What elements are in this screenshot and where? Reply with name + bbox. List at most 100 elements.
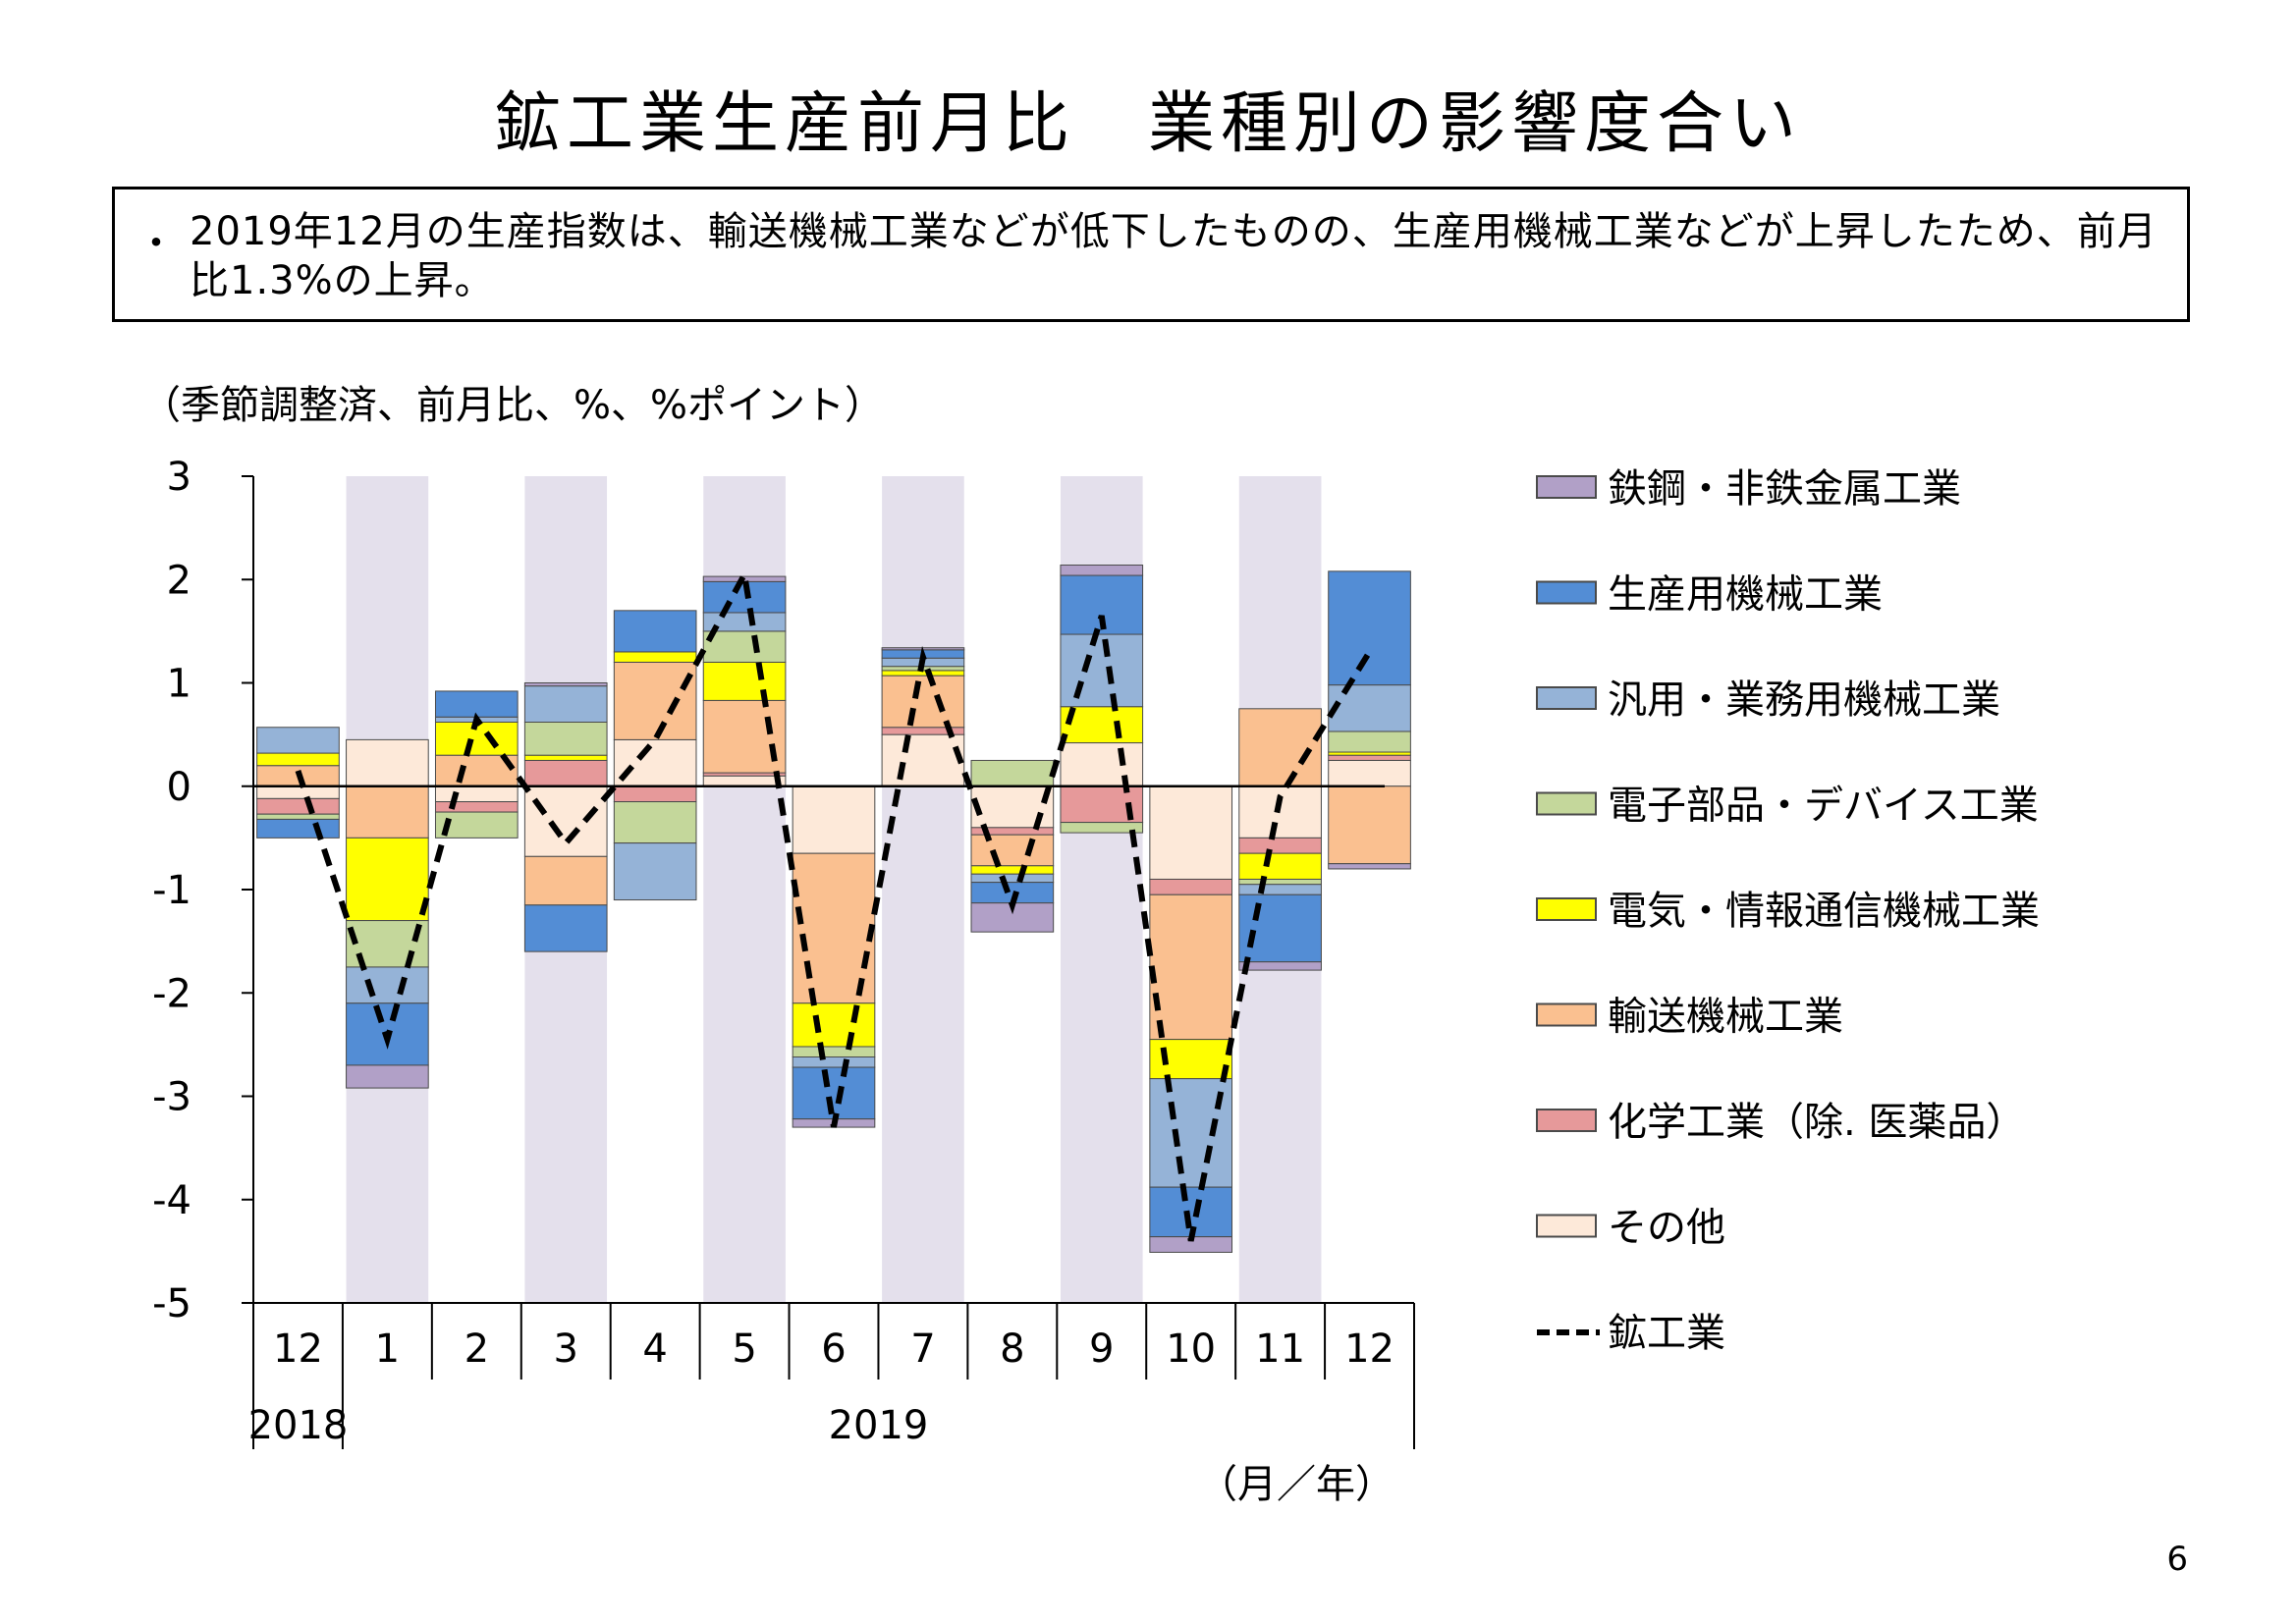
bar-segment [346,1064,429,1089]
bar-segment [1328,785,1411,865]
legend-swatch [1536,475,1597,499]
bar-segment [523,682,608,687]
x-unit-note: （月／年） [1198,1462,1394,1507]
bar-segment [970,759,1055,787]
shaded-band [882,476,964,1303]
legend-label: 鉄鋼・非鉄金属工業 [1608,466,1961,512]
x-tick-label: 9 [1089,1326,1114,1372]
summary-text: 2019年12月の生産指数は、輸送機械工業などが低下したものの、生産用機械工業な… [190,209,2158,303]
bar-segment [346,837,429,922]
bar-segment [613,801,697,844]
y-tick-label: -3 [152,1075,191,1120]
legend-swatch [1536,1002,1597,1027]
legend-label: 電子部品・デバイス工業 [1608,784,2039,829]
bar-segment [970,865,1055,875]
y-tick-label: 2 [167,558,191,603]
bar-segment [1328,731,1411,753]
x-tick-label: 5 [732,1326,756,1372]
bar-segment [256,727,340,754]
bar-segment [434,785,519,803]
bar-segment [256,818,340,839]
legend-label: 汎用・業務用機械工業 [1608,677,2000,723]
summary-box: ・ 2019年12月の生産指数は、輸送機械工業などが低下したものの、生産用機械工… [112,187,2190,322]
legend-label: 輸送機械工業 [1608,995,1843,1040]
legend-label: その他 [1608,1206,1725,1251]
bar-segment [346,966,429,1004]
bar-segment [881,733,965,787]
bar-segment [523,904,608,952]
x-tick-label: 8 [1000,1326,1024,1372]
bar-segment [702,661,787,701]
x-tick-label: 3 [554,1326,578,1372]
legend-label: 生産用機械工業 [1608,572,1883,618]
bar-segment [523,685,608,723]
total-line-group [295,565,1373,1242]
bar-segment [702,775,787,787]
legend-label: 化学工業（除. 医薬品） [1608,1100,2025,1145]
bar-segment [1238,708,1322,787]
bar-segment [1328,754,1411,761]
bar-segment [1238,878,1322,886]
bar-segment [1060,742,1144,787]
bar-segment [970,834,1055,867]
bar-segment [702,630,787,663]
legend-label: 電気・情報通信機械工業 [1608,889,2040,934]
x-tick-label: 6 [821,1326,846,1372]
bar-segment [1238,893,1322,963]
legend-swatch [1536,897,1597,921]
bar-segment [970,873,1055,884]
bar-segment [256,752,340,767]
y-tick-label: 3 [167,455,191,500]
bar-segment [792,1056,876,1068]
y-tick-label: -1 [152,868,191,913]
bar-segment [1238,961,1322,971]
bar-segment [1328,759,1411,787]
bar-segment [792,1046,876,1058]
legend-swatch [1536,1109,1597,1132]
bar-segment [1149,893,1233,1041]
bar-segment [256,813,340,820]
legend-swatch [1536,791,1597,816]
bar-segment [1238,852,1322,880]
bar-segment [613,842,697,901]
bar-segment [613,651,697,663]
bar-segment [792,1002,876,1048]
bar-segment [702,699,787,774]
bar-segment [523,721,608,756]
bar-segment [613,738,697,787]
bar-segment [881,675,965,729]
bar-segment [256,785,340,799]
bar-segment [1238,785,1322,839]
summary-bullet: ・ [137,221,176,266]
x-tick-label: 12 [273,1326,323,1372]
page-title: 鉱工業生産前月比 業種別の影響度合い [493,85,1802,163]
stacked-bars [256,565,1411,1253]
bar-segment [1060,633,1144,708]
bar-segment [613,661,697,740]
y-tick-label: -4 [152,1178,191,1223]
legend-label: 鉱工業 [1608,1311,1725,1356]
legend-swatch [1536,686,1597,710]
total-line [295,565,1373,1242]
x-tick-label: 10 [1166,1326,1216,1372]
bar-segment [523,754,608,761]
bar-segment [1060,565,1144,576]
x-tick-label: 11 [1255,1326,1305,1372]
bar-segment [613,785,697,803]
bar-segment [523,785,608,857]
year-label: 2018 [248,1403,349,1448]
bar-segment [434,801,519,813]
y-tick-label: 1 [167,662,191,707]
bar-segment [1060,822,1144,834]
bar-segment [792,785,876,854]
x-tick-label: 4 [642,1326,667,1372]
chart-legend: 鉄鋼・非鉄金属工業生産用機械工業汎用・業務用機械工業電子部品・デバイス工業電気・… [1536,466,2040,1356]
bar-segment [1328,863,1411,870]
legend-swatch [1536,1214,1597,1238]
year-label: 2019 [829,1403,929,1448]
y-tick-label: -5 [152,1281,191,1326]
bar-segment [434,690,519,718]
bar-segment [256,797,340,815]
